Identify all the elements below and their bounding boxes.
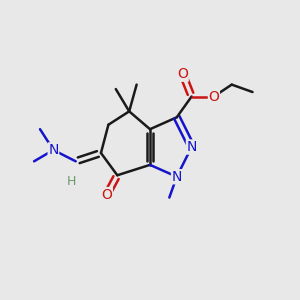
Text: N: N (48, 143, 59, 157)
Text: O: O (101, 188, 112, 202)
Text: O: O (208, 89, 219, 103)
Text: H: H (67, 175, 76, 188)
Text: N: N (186, 140, 197, 154)
Text: O: O (177, 67, 188, 81)
Text: N: N (172, 170, 182, 184)
